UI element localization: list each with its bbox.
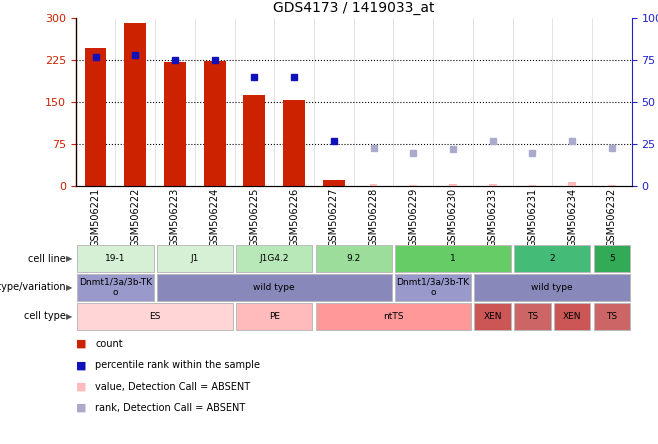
Text: XEN: XEN (563, 312, 582, 321)
Text: GSM506228: GSM506228 (368, 188, 378, 247)
Text: ▶: ▶ (66, 254, 72, 263)
Bar (316, 246, 392, 272)
Bar (77, 274, 153, 301)
Text: GSM506222: GSM506222 (130, 188, 140, 247)
Bar (395, 246, 511, 272)
Bar (157, 274, 392, 301)
Bar (409, 185, 417, 186)
Bar (236, 303, 313, 329)
Text: GSM506226: GSM506226 (289, 188, 299, 247)
Bar (77, 303, 233, 329)
Bar (489, 184, 497, 186)
Bar (594, 303, 630, 329)
Text: ■: ■ (76, 361, 86, 370)
Bar (77, 246, 153, 272)
Text: Dnmt1/3a/3b-TK
o: Dnmt1/3a/3b-TK o (397, 278, 470, 297)
Text: ■: ■ (76, 339, 86, 349)
Text: cell type: cell type (24, 311, 66, 321)
Text: ▶: ▶ (66, 312, 72, 321)
Bar (514, 303, 551, 329)
Text: GSM506224: GSM506224 (210, 188, 220, 247)
Bar (157, 246, 233, 272)
Text: ES: ES (149, 312, 161, 321)
Bar (243, 95, 265, 186)
Bar (594, 246, 630, 272)
Bar (554, 303, 590, 329)
Bar (395, 274, 471, 301)
Text: PE: PE (268, 312, 280, 321)
Bar (236, 246, 313, 272)
Text: GSM506234: GSM506234 (567, 188, 577, 247)
Bar (283, 100, 305, 186)
Title: GDS4173 / 1419033_at: GDS4173 / 1419033_at (273, 1, 434, 16)
Text: percentile rank within the sample: percentile rank within the sample (95, 361, 261, 370)
Text: ▶: ▶ (66, 283, 72, 292)
Text: GSM506221: GSM506221 (91, 188, 101, 247)
Text: count: count (95, 339, 123, 349)
Text: ■: ■ (76, 403, 86, 413)
Bar (395, 246, 511, 272)
Text: genotype/variation: genotype/variation (0, 282, 66, 293)
Bar (594, 246, 630, 272)
Bar (157, 274, 392, 301)
Bar (514, 303, 551, 329)
Text: GSM506229: GSM506229 (408, 188, 418, 247)
Bar (395, 274, 471, 301)
Text: Dnmt1/3a/3b-TK
o: Dnmt1/3a/3b-TK o (79, 278, 152, 297)
Bar (608, 185, 616, 186)
Text: rank, Detection Call = ABSENT: rank, Detection Call = ABSENT (95, 403, 245, 413)
Bar (514, 246, 590, 272)
Text: cell line: cell line (28, 254, 66, 264)
Bar (85, 48, 107, 186)
Text: GSM506223: GSM506223 (170, 188, 180, 247)
Text: 1: 1 (450, 254, 456, 263)
Bar (528, 185, 536, 186)
Text: ■: ■ (76, 382, 86, 392)
Text: XEN: XEN (484, 312, 502, 321)
Bar (323, 180, 345, 186)
Bar (474, 303, 511, 329)
Bar (204, 60, 226, 186)
Bar (77, 274, 153, 301)
Text: TS: TS (527, 312, 538, 321)
Bar (594, 303, 630, 329)
Text: GSM506230: GSM506230 (448, 188, 458, 247)
Bar (554, 303, 590, 329)
Text: GSM506231: GSM506231 (528, 188, 538, 247)
Text: ntTS: ntTS (383, 312, 403, 321)
Text: J1: J1 (191, 254, 199, 263)
Text: 9.2: 9.2 (347, 254, 361, 263)
Bar (569, 182, 576, 186)
Bar (514, 246, 590, 272)
Text: J1G4.2: J1G4.2 (259, 254, 289, 263)
Bar (474, 274, 630, 301)
Bar (316, 303, 471, 329)
Bar (157, 246, 233, 272)
Text: wild type: wild type (532, 283, 573, 292)
Bar (236, 303, 313, 329)
Bar (370, 184, 377, 186)
Bar (316, 246, 392, 272)
Bar (474, 303, 511, 329)
Bar (449, 184, 457, 186)
Text: GSM506227: GSM506227 (329, 188, 339, 247)
Bar (164, 62, 186, 186)
Bar (316, 303, 471, 329)
Text: GSM506232: GSM506232 (607, 188, 617, 247)
Text: GSM506225: GSM506225 (249, 188, 259, 247)
Text: 5: 5 (609, 254, 615, 263)
Text: GSM506233: GSM506233 (488, 188, 497, 247)
Bar (474, 274, 630, 301)
Bar (77, 246, 153, 272)
Text: 2: 2 (549, 254, 555, 263)
Bar (124, 24, 146, 186)
Text: TS: TS (606, 312, 617, 321)
Text: 19-1: 19-1 (105, 254, 126, 263)
Bar (77, 303, 233, 329)
Text: wild type: wild type (253, 283, 295, 292)
Bar (236, 246, 313, 272)
Text: value, Detection Call = ABSENT: value, Detection Call = ABSENT (95, 382, 251, 392)
